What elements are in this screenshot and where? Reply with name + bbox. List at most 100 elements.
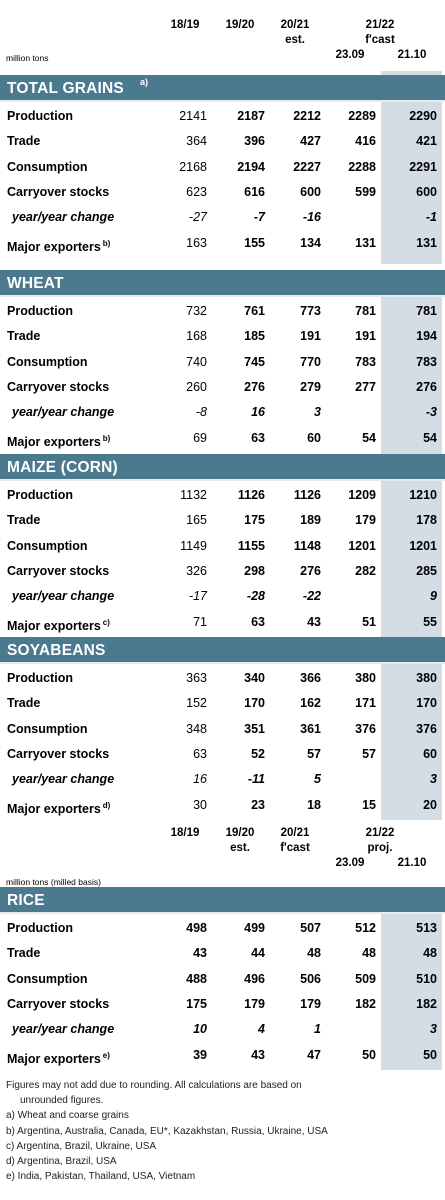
table-cell: 506 — [300, 971, 321, 986]
forecast-column-shade — [381, 663, 442, 820]
row-label: year/year change — [12, 767, 114, 792]
footnote-line: a) Wheat and coarse grains — [6, 1110, 129, 1122]
table-row: Carryover stocks 260 276 279 277 276 — [0, 375, 445, 400]
table-cell: 152 — [186, 696, 207, 711]
table-cell: 55 — [423, 614, 437, 629]
table-cell: 18 — [307, 797, 321, 812]
table-cell: 60 — [423, 746, 437, 761]
section-header: WHEAT — [0, 270, 445, 297]
table-cell: 54 — [362, 430, 376, 445]
table-cell: 2288 — [348, 159, 376, 174]
table-cell: 396 — [244, 134, 265, 149]
row-label: Production — [7, 666, 73, 691]
table-cell: 773 — [300, 304, 321, 318]
table-cell: 171 — [355, 696, 376, 711]
table-cell: 1155 — [237, 538, 265, 553]
table-cell: 134 — [300, 235, 321, 250]
table-row: Major exporters d) 30 23 18 15 20 — [0, 793, 445, 818]
table-cell: 5 — [314, 772, 321, 787]
date-header: 23.09 — [335, 49, 365, 61]
table-cell: 282 — [355, 563, 376, 578]
table-cell: 2194 — [237, 159, 265, 174]
section-title: RICE — [7, 892, 45, 909]
row-label-text: year/year change — [12, 405, 115, 420]
table-cell: 16 — [251, 405, 265, 420]
table-row: Major exporters c) 71 63 43 51 55 — [0, 610, 445, 635]
row-label: year/year change — [12, 1017, 114, 1042]
table-cell: 498 — [186, 921, 207, 935]
table-cell: 510 — [416, 971, 437, 986]
date-header: 23.09 — [335, 857, 365, 869]
section-header: MAIZE (CORN) — [0, 454, 445, 481]
table-row: year/year change -27 -7 -16 -1 — [0, 205, 445, 230]
row-label-text: Consumption — [7, 721, 88, 736]
table-cell: 39 — [193, 1047, 207, 1062]
table-cell: 175 — [244, 513, 265, 528]
row-label: Carryover stocks — [7, 992, 109, 1017]
table-row: Production 363 340 366 380 380 — [0, 666, 445, 691]
table-cell: 488 — [186, 971, 207, 986]
table-cell: -7 — [253, 210, 265, 225]
row-label-text: Consumption — [7, 538, 88, 553]
table-cell: 63 — [193, 746, 207, 761]
table-cell: 599 — [355, 184, 376, 199]
table-cell: 507 — [300, 921, 321, 935]
table-cell: 348 — [186, 721, 207, 736]
row-label-text: Consumption — [7, 971, 88, 986]
table-cell: 1148 — [293, 538, 321, 553]
table-cell: 1210 — [409, 488, 437, 502]
table-cell: 2187 — [237, 109, 265, 123]
table-cell: 163 — [186, 235, 207, 250]
table-row: Consumption 740 745 770 783 783 — [0, 350, 445, 375]
table-cell: 30 — [193, 797, 207, 812]
table-cell: 783 — [355, 354, 376, 369]
table-cell: 47 — [307, 1047, 321, 1062]
row-label: Trade — [7, 508, 40, 533]
section-header: TOTAL GRAINS a) — [0, 75, 445, 102]
table-cell: 276 — [244, 379, 265, 394]
row-label: Trade — [7, 941, 40, 966]
table-cell: 600 — [300, 184, 321, 199]
year-header-sub: est. — [285, 34, 305, 46]
table-cell: 2227 — [293, 159, 321, 174]
row-label-text: Carryover stocks — [7, 184, 110, 199]
year-header: 19/20 — [225, 19, 255, 31]
section-title: SOYABEANS — [7, 642, 106, 659]
row-label: Consumption — [7, 717, 88, 742]
table-row: Carryover stocks 63 52 57 57 60 — [0, 742, 445, 767]
table-cell: -8 — [195, 405, 207, 420]
table-cell: 165 — [186, 513, 207, 528]
row-label: year/year change — [12, 400, 114, 425]
table-cell: 178 — [416, 513, 437, 528]
table-cell: 1 — [314, 1022, 321, 1037]
table-cell: 60 — [307, 430, 321, 445]
table-row: Trade 165 175 189 179 178 — [0, 508, 445, 533]
section-header: SOYABEANS — [0, 637, 445, 664]
table-cell: 376 — [416, 721, 437, 736]
row-label-text: year/year change — [12, 772, 115, 787]
row-label-text: Production — [7, 109, 73, 123]
table-cell: 376 — [355, 721, 376, 736]
table-cell: 2289 — [348, 109, 376, 123]
row-label: Major exporters d) — [7, 793, 110, 822]
table-cell: 380 — [355, 671, 376, 685]
table-cell: 63 — [251, 614, 265, 629]
row-label: Production — [7, 483, 73, 508]
table-cell: 783 — [416, 354, 437, 369]
table-row: Consumption 348 351 361 376 376 — [0, 717, 445, 742]
table-row: Production 732 761 773 781 781 — [0, 299, 445, 324]
table-cell: -1 — [425, 210, 437, 225]
table-row: Carryover stocks 326 298 276 282 285 — [0, 559, 445, 584]
table-cell: 131 — [416, 235, 437, 250]
table-cell: 10 — [193, 1022, 207, 1037]
footnote-line: c) Argentina, Brazil, Ukraine, USA — [6, 1140, 157, 1152]
table-cell: 380 — [416, 671, 437, 685]
row-label: Major exporters b) — [7, 231, 110, 260]
row-label-text: Production — [7, 304, 73, 318]
table-cell: 191 — [355, 329, 376, 344]
table-cell: 351 — [244, 721, 265, 736]
row-label-text: Carryover stocks — [7, 379, 110, 394]
section-title: MAIZE (CORN) — [7, 459, 118, 476]
table-cell: 512 — [355, 921, 376, 935]
table-cell: 745 — [244, 354, 265, 369]
